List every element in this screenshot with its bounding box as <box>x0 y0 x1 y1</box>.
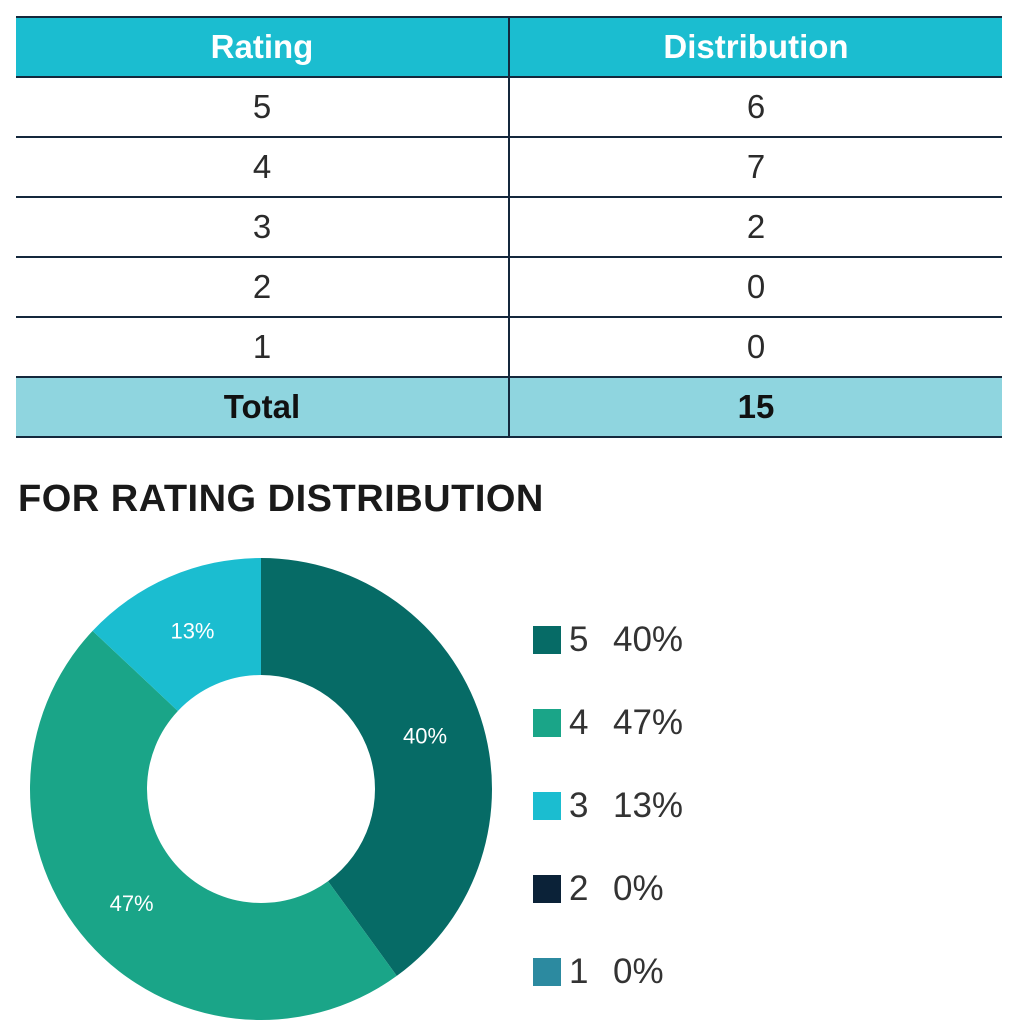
table-row: 5 6 <box>16 77 1002 138</box>
table-row: 3 2 <box>16 197 1002 258</box>
rating-cell: 1 <box>16 317 510 378</box>
table-row: 1 0 <box>16 317 1002 378</box>
legend-item: 2 0% <box>533 847 683 930</box>
legend-percent: 47% <box>613 702 684 742</box>
header-distribution: Distribution <box>509 16 1002 78</box>
count-cell: 0 <box>509 257 1002 318</box>
total-label: Total <box>16 377 510 438</box>
legend-item: 5 40% <box>533 598 683 681</box>
rating-distribution-table: Rating Distribution 5 6 4 7 3 2 2 0 1 0 … <box>16 16 1002 438</box>
slice-label: 40% <box>403 724 447 749</box>
rating-cell: 5 <box>16 77 510 138</box>
count-cell: 2 <box>509 197 1002 258</box>
legend-label: 1 <box>569 951 589 991</box>
legend-item: 3 13% <box>533 764 683 847</box>
table-header-row: Rating Distribution <box>16 16 1002 78</box>
legend-swatch <box>533 708 561 737</box>
legend-percent: 0% <box>613 868 664 908</box>
rating-cell: 2 <box>16 257 510 318</box>
donut-chart: 40% 47% 13% <box>29 558 493 1021</box>
legend-label: 3 <box>569 785 589 825</box>
donut-slice-rating-4 <box>29 630 397 1021</box>
total-value: 15 <box>509 377 1002 438</box>
legend-item: 4 47% <box>533 681 683 764</box>
table-row: 2 0 <box>16 257 1002 318</box>
total-row: Total 15 <box>16 377 1002 438</box>
legend-label: 4 <box>569 702 589 742</box>
count-cell: 0 <box>509 317 1002 378</box>
header-rating: Rating <box>16 16 510 78</box>
donut-slice-rating-3 <box>92 558 261 711</box>
legend-label: 5 <box>569 619 589 659</box>
legend-item: 1 0% <box>533 930 683 1013</box>
legend-swatch <box>533 791 561 820</box>
slice-label: 13% <box>170 619 214 644</box>
legend-percent: 40% <box>613 619 684 659</box>
legend-percent: 13% <box>613 785 684 825</box>
chart-legend: 5 40% 4 47% 3 13% 2 0% 1 0% <box>533 598 683 1013</box>
slice-label: 47% <box>110 891 154 916</box>
legend-label: 2 <box>569 868 589 908</box>
rating-cell: 3 <box>16 197 510 258</box>
section-title: FOR RATING DISTRIBUTION <box>18 478 544 520</box>
table-row: 4 7 <box>16 137 1002 198</box>
rating-cell: 4 <box>16 137 510 198</box>
legend-swatch <box>533 957 561 986</box>
count-cell: 6 <box>509 77 1002 138</box>
legend-swatch <box>533 625 561 654</box>
legend-percent: 0% <box>613 951 664 991</box>
donut-slice-rating-5 <box>261 558 493 976</box>
count-cell: 7 <box>509 137 1002 198</box>
legend-swatch <box>533 874 561 903</box>
